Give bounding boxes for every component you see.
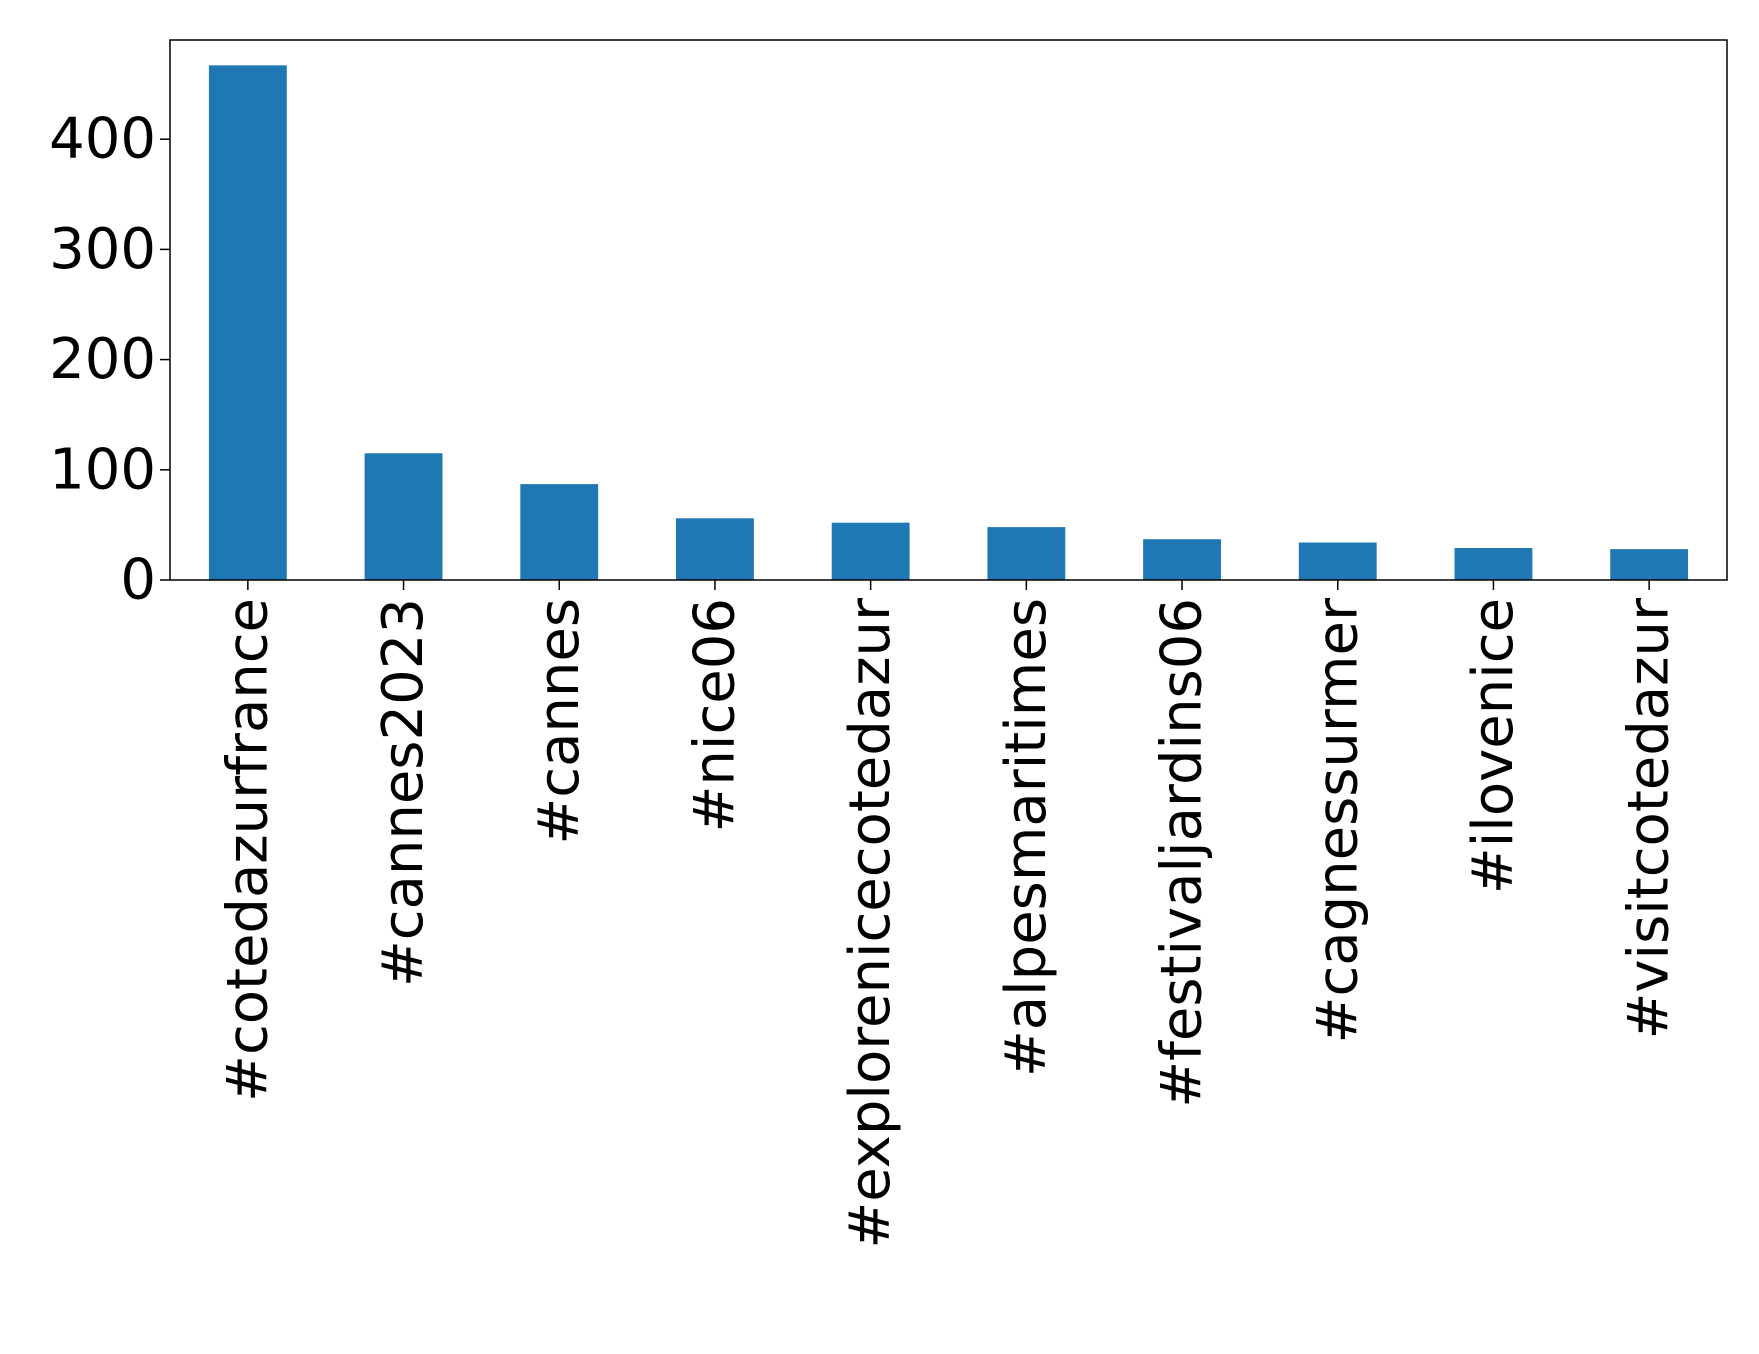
bar-0 [208, 65, 287, 581]
x-tick-label-8: #ilovenice [1461, 598, 1526, 894]
x-tick-label-4: #explorenicecotedazur [838, 597, 903, 1249]
y-tick-label-2: 200 [49, 327, 156, 392]
x-tick-label-6: #festivaljardins06 [1150, 598, 1215, 1108]
bar-8 [1454, 548, 1533, 580]
bar-6 [1143, 539, 1221, 580]
bar-3 [676, 518, 754, 580]
y-axis: 0 100 200 300 400 [49, 107, 170, 613]
y-tick-label-0: 0 [120, 548, 156, 613]
x-tick-label-9: #visitcotedazur [1617, 597, 1682, 1040]
y-tick-label-1: 100 [49, 437, 156, 502]
x-tick-label-2: #cannes [527, 598, 592, 845]
bar-5 [987, 527, 1066, 580]
bars-group [208, 65, 1689, 581]
x-tick-label-7: #cagnessurmer [1305, 597, 1370, 1043]
x-tick-label-3: #nice06 [682, 598, 747, 832]
bar-2 [520, 484, 599, 580]
x-tick-label-5: #alpesmaritimes [994, 598, 1059, 1077]
y-tick-label-4: 400 [49, 107, 156, 172]
y-tick-label-3: 300 [49, 217, 156, 282]
x-tick-label-1: #cannes2023 [371, 598, 436, 987]
bar-4 [831, 522, 910, 580]
plot-frame [169, 39, 1728, 581]
x-axis: #cotedazurfrance #cannes2023 #cannes #nice0… [215, 580, 1682, 1249]
x-tick-label-0: #cotedazurfrance [215, 598, 280, 1102]
bar-1 [364, 453, 443, 580]
bar-7 [1298, 542, 1377, 580]
bar-9 [1610, 549, 1689, 580]
